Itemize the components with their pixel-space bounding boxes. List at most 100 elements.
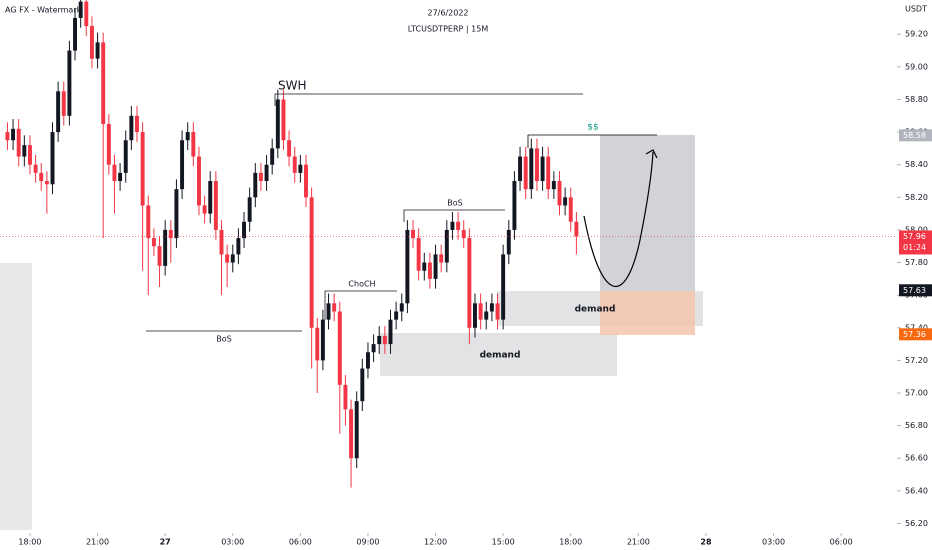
chart-subtitle: LTCUSDTPERP | 15M: [408, 25, 489, 34]
candle-body: [298, 164, 303, 173]
candle-body: [112, 164, 117, 182]
y-tick-label: 57.40: [905, 323, 928, 332]
candle-body: [84, 1, 89, 27]
candle-body: [225, 254, 230, 263]
candle-body: [399, 303, 404, 312]
price-timer: 01:24: [903, 243, 926, 252]
annotation: BoS: [447, 199, 462, 208]
y-tick-label: 57.00: [905, 389, 928, 398]
candle-body: [473, 303, 477, 328]
candle-body: [27, 145, 32, 165]
candle-body: [287, 140, 292, 157]
candle-body: [320, 319, 325, 361]
candle-body: [213, 181, 218, 230]
candle-body: [146, 205, 151, 239]
annotation: demand: [480, 351, 521, 361]
candle-body: [388, 319, 393, 345]
y-axis-label: USDT: [905, 5, 927, 14]
candle-body: [309, 197, 314, 328]
candle-body: [354, 401, 359, 459]
x-tick-label: 21:00: [627, 538, 650, 547]
candle-body: [411, 229, 415, 239]
price-tag: [899, 328, 932, 341]
candle-body: [191, 132, 196, 157]
candle-body: [22, 145, 27, 157]
candle-body: [78, 1, 83, 18]
y-tick-label: 58.00: [905, 225, 928, 234]
candle-body: [247, 197, 252, 222]
candle-body: [439, 254, 444, 263]
candle-body: [551, 181, 556, 190]
demand-zone: [380, 333, 617, 376]
candle-body: [202, 205, 207, 214]
y-tick-label: 56.20: [905, 519, 928, 528]
candle-body: [56, 91, 61, 133]
candle-body: [163, 229, 168, 266]
candle-body: [450, 221, 455, 230]
x-tick-label: 06:00: [289, 538, 312, 547]
projection-curve: [583, 151, 654, 287]
x-tick-label: 15:00: [492, 538, 515, 547]
candle-body: [168, 229, 173, 239]
y-tick-label: 56.80: [905, 421, 928, 430]
candle-body: [518, 156, 523, 182]
price-tag-label: 57.96: [903, 232, 926, 241]
candle-body: [574, 221, 579, 237]
drawings: [146, 93, 658, 332]
candle-body: [427, 262, 432, 279]
candle-body: [405, 229, 410, 304]
candle-body: [67, 50, 72, 116]
candle-body: [253, 172, 258, 198]
price-tag-label: 57.63: [903, 286, 926, 295]
candle-body: [44, 181, 49, 185]
candle-body: [495, 303, 500, 320]
candle-body: [196, 156, 201, 206]
candles: [5, 0, 579, 488]
candle-body: [11, 128, 16, 141]
watermark: AG FX - Watermark: [5, 6, 82, 15]
x-tick-label: 27: [160, 538, 171, 547]
candle-body: [557, 181, 562, 206]
annotation: $$: [587, 123, 598, 133]
y-tick-label: 58.40: [905, 160, 928, 169]
price-tag-label: 58.58: [903, 131, 926, 140]
candle-body: [281, 99, 286, 141]
candle-body: [563, 197, 568, 206]
y-tick-label: 59.00: [905, 62, 928, 71]
x-tick-label: 03:00: [221, 538, 244, 547]
annotation: ChoCH: [348, 280, 375, 289]
candle-body: [157, 246, 162, 266]
price-tag-label: 57.36: [903, 330, 926, 339]
candle-body: [236, 238, 241, 255]
x-tick-label: 09:00: [356, 538, 379, 547]
candle-body: [129, 115, 134, 141]
candle-body: [478, 303, 483, 320]
candle-body: [208, 181, 213, 214]
candle-body: [523, 156, 528, 190]
candle-body: [315, 327, 320, 361]
candle-body: [50, 132, 55, 185]
candle-body: [489, 303, 494, 312]
bos-line: [403, 209, 505, 222]
candle-body: [501, 254, 506, 320]
candle-body: [326, 303, 331, 320]
candle-body: [371, 344, 376, 353]
candle-body: [467, 238, 472, 328]
y-tick-label: 58.80: [905, 95, 928, 104]
candle-body: [304, 164, 308, 198]
y-tick-label: 57.20: [905, 356, 928, 365]
candle-body: [33, 164, 38, 173]
candle-body: [219, 229, 224, 255]
candle-body: [230, 254, 235, 263]
candle-body: [258, 172, 263, 182]
candle-body: [512, 181, 517, 230]
candle-body: [185, 132, 190, 141]
candle-body: [382, 335, 387, 345]
candle-body: [529, 148, 534, 190]
candle-body: [106, 123, 111, 165]
price-tag: [899, 129, 932, 142]
candle-body: [174, 189, 179, 239]
candle-body: [433, 254, 438, 279]
candle-body: [568, 197, 573, 222]
